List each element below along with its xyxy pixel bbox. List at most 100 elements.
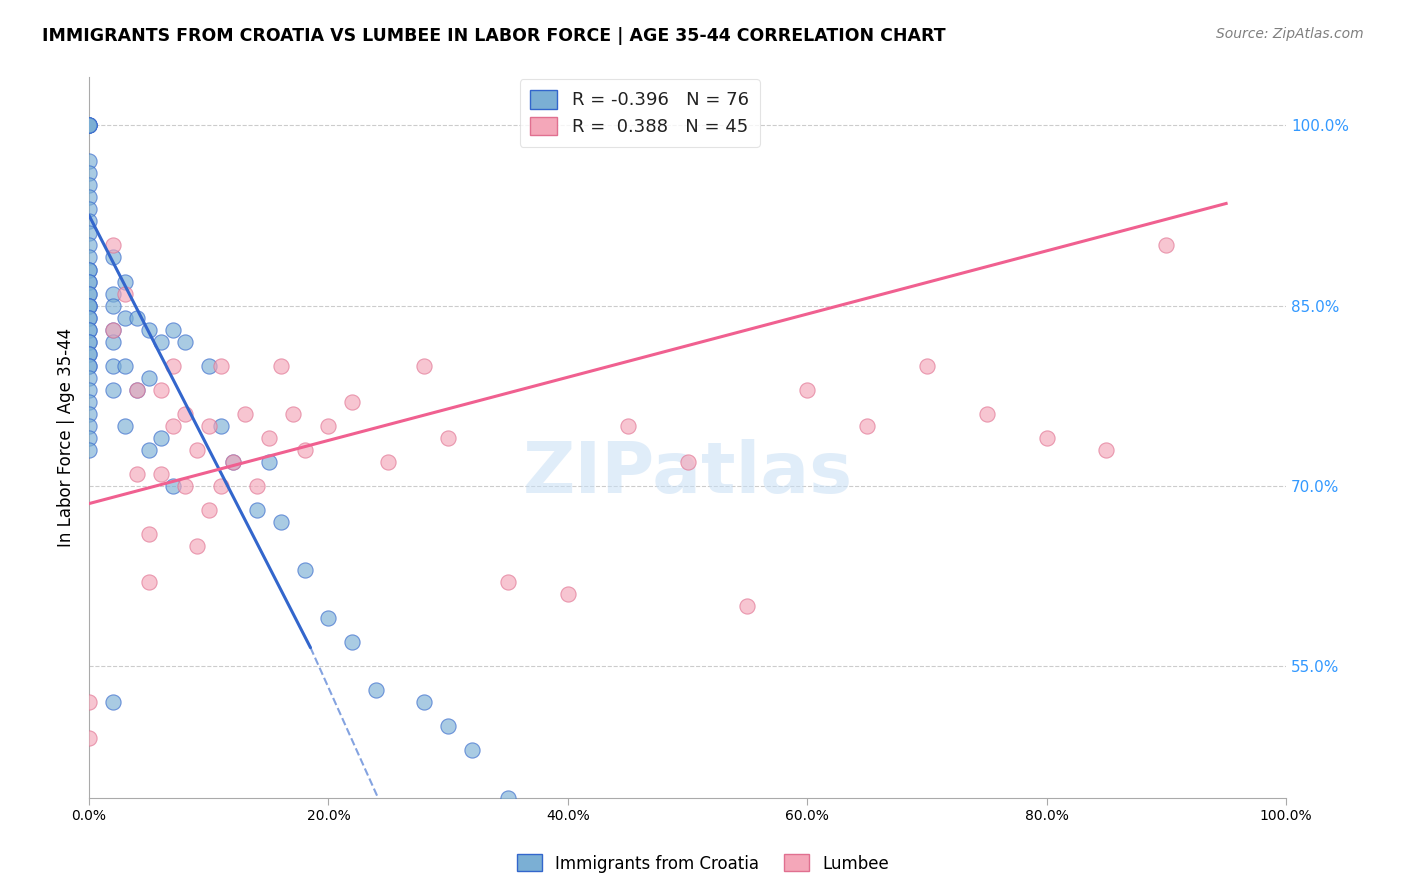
Point [270, 515, 292, 529]
Point [101, 334, 124, 349]
Point [114, 310, 136, 325]
Point [976, 407, 998, 421]
Point [101, 695, 124, 709]
Point [77, 695, 100, 709]
Point [246, 478, 269, 492]
Point [149, 431, 172, 445]
Point [496, 790, 519, 805]
Point [77, 418, 100, 433]
Point [77, 214, 100, 228]
Point [616, 418, 638, 433]
Point [209, 418, 232, 433]
Y-axis label: In Labor Force | Age 35-44: In Labor Force | Age 35-44 [58, 328, 75, 547]
Point [233, 407, 256, 421]
Point [77, 310, 100, 325]
Point [197, 502, 219, 516]
Legend: R = -0.396   N = 76, R =  0.388   N = 45: R = -0.396 N = 76, R = 0.388 N = 45 [520, 79, 759, 147]
Point [294, 563, 316, 577]
Legend: Immigrants from Croatia, Lumbee: Immigrants from Croatia, Lumbee [510, 847, 896, 880]
Point [77, 334, 100, 349]
Text: IMMIGRANTS FROM CROATIA VS LUMBEE IN LABOR FORCE | AGE 35-44 CORRELATION CHART: IMMIGRANTS FROM CROATIA VS LUMBEE IN LAB… [42, 27, 946, 45]
Point [342, 394, 364, 409]
Text: ZIPatlas: ZIPatlas [523, 439, 852, 508]
Point [125, 467, 148, 481]
Point [77, 299, 100, 313]
Point [149, 383, 172, 397]
Point [209, 359, 232, 373]
Point [101, 238, 124, 252]
Point [162, 322, 184, 336]
Point [77, 442, 100, 457]
Point [246, 502, 269, 516]
Point [270, 359, 292, 373]
Point [222, 454, 245, 468]
Point [77, 394, 100, 409]
Point [77, 119, 100, 133]
Point [77, 431, 100, 445]
Point [437, 719, 460, 733]
Point [138, 574, 160, 589]
Point [114, 286, 136, 301]
Point [856, 418, 879, 433]
Point [77, 370, 100, 384]
Point [101, 359, 124, 373]
Point [77, 119, 100, 133]
Point [318, 610, 340, 624]
Point [77, 286, 100, 301]
Point [138, 526, 160, 541]
Point [138, 370, 160, 384]
Point [77, 251, 100, 265]
Point [77, 346, 100, 360]
Point [209, 478, 232, 492]
Point [77, 299, 100, 313]
Point [114, 275, 136, 289]
Point [149, 467, 172, 481]
Point [101, 251, 124, 265]
Point [342, 634, 364, 648]
Point [77, 731, 100, 745]
Point [1035, 431, 1057, 445]
Point [377, 454, 399, 468]
Point [77, 227, 100, 241]
Point [676, 454, 699, 468]
Point [77, 322, 100, 336]
Point [173, 407, 195, 421]
Point [114, 359, 136, 373]
Point [915, 359, 938, 373]
Point [101, 286, 124, 301]
Point [257, 431, 280, 445]
Point [77, 262, 100, 277]
Point [413, 695, 436, 709]
Point [114, 418, 136, 433]
Point [125, 383, 148, 397]
Point [413, 359, 436, 373]
Point [77, 238, 100, 252]
Point [101, 322, 124, 336]
Point [366, 682, 388, 697]
Point [162, 359, 184, 373]
Point [77, 346, 100, 360]
Point [138, 442, 160, 457]
Point [796, 383, 818, 397]
Point [77, 299, 100, 313]
Point [77, 359, 100, 373]
Point [162, 418, 184, 433]
Point [77, 190, 100, 204]
Point [77, 383, 100, 397]
Point [77, 119, 100, 133]
Point [77, 262, 100, 277]
Point [77, 119, 100, 133]
Point [125, 383, 148, 397]
Point [496, 574, 519, 589]
Point [186, 539, 208, 553]
Point [77, 334, 100, 349]
Point [557, 586, 579, 600]
Point [294, 442, 316, 457]
Point [77, 275, 100, 289]
Point [197, 418, 219, 433]
Point [173, 478, 195, 492]
Point [149, 334, 172, 349]
Point [197, 359, 219, 373]
Point [222, 454, 245, 468]
Point [737, 599, 759, 613]
